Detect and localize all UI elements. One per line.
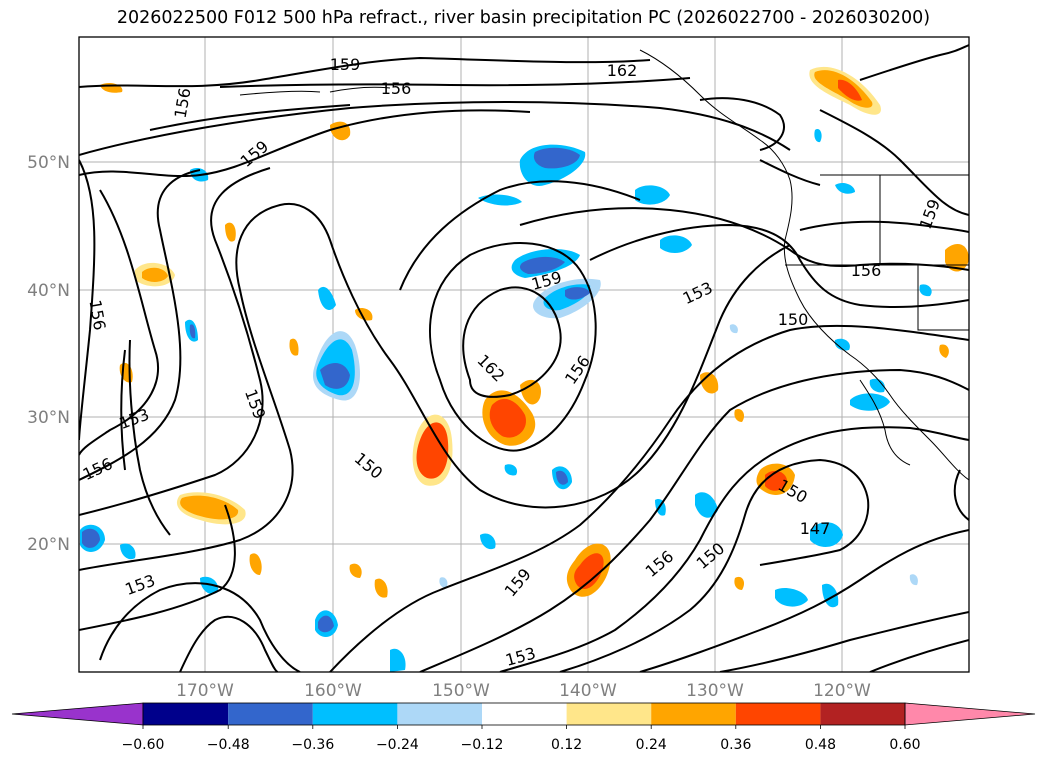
contour-label: 156 bbox=[851, 261, 882, 280]
contour-label: 153 bbox=[680, 278, 716, 308]
contour-label: 162 bbox=[607, 61, 638, 80]
colorbar-segment bbox=[651, 703, 736, 725]
colorbar-segment bbox=[312, 703, 398, 725]
colorbar-tick-label: −0.24 bbox=[376, 737, 419, 753]
coastlines bbox=[239, 49, 969, 481]
contour-label: 147 bbox=[800, 519, 831, 538]
map-frame bbox=[78, 36, 970, 673]
colorbar-segment bbox=[143, 703, 229, 725]
lat-tick-label: 30°N bbox=[27, 408, 70, 428]
contour-label: 156 bbox=[171, 86, 195, 119]
lon-tick-label: 120°W bbox=[813, 681, 871, 701]
contour-label: 153 bbox=[503, 644, 537, 670]
colorbar-segment bbox=[735, 703, 821, 725]
colorbar-tick-label: 0.12 bbox=[551, 737, 582, 753]
contour-label: 159 bbox=[916, 197, 944, 232]
lon-axis: 170°W 160°W 150°W 140°W 130°W 120°W bbox=[176, 681, 871, 701]
lat-axis: 50°N 40°N 30°N 20°N bbox=[27, 153, 70, 555]
colorbar-tick-label: −0.12 bbox=[461, 737, 504, 753]
contour-label: 159 bbox=[241, 387, 269, 422]
map-plot-area bbox=[79, 37, 969, 672]
lon-tick-label: 130°W bbox=[686, 681, 744, 701]
colorbar-tick-label: −0.60 bbox=[122, 737, 165, 753]
contour-label: 150 bbox=[351, 449, 387, 483]
lon-tick-label: 160°W bbox=[304, 681, 362, 701]
colorbar-segment bbox=[482, 703, 567, 725]
lon-tick-label: 170°W bbox=[176, 681, 234, 701]
lon-tick-label: 140°W bbox=[559, 681, 617, 701]
contour-label: 159 bbox=[501, 565, 535, 601]
colorbar-tick-label: −0.48 bbox=[207, 737, 250, 753]
contour-label: 159 bbox=[237, 137, 273, 171]
contour-label: 162 bbox=[473, 351, 508, 386]
lon-tick-label: 150°W bbox=[432, 681, 490, 701]
colorbar-extend-min bbox=[11, 702, 144, 726]
colorbar-tick-label: 0.60 bbox=[889, 737, 920, 753]
colorbar-segment bbox=[820, 703, 905, 725]
contour-label: 156 bbox=[642, 547, 678, 581]
colorbar-segment bbox=[397, 703, 482, 725]
contour-label: 156 bbox=[381, 79, 412, 98]
lat-tick-label: 50°N bbox=[27, 153, 70, 173]
refractivity-contours bbox=[79, 44, 969, 672]
colorbar-segment bbox=[228, 703, 313, 725]
colorbar-tick-label: 0.36 bbox=[720, 737, 751, 753]
colorbar-segment bbox=[566, 703, 652, 725]
colorbar-tick-label: 0.48 bbox=[805, 737, 836, 753]
chart-title: 2026022500 F012 500 hPa refract., river … bbox=[116, 8, 931, 28]
colorbar-tick-label: 0.24 bbox=[636, 737, 667, 753]
contour-label: 156 bbox=[80, 454, 116, 484]
colorbar: −0.60 −0.48 −0.36 −0.24 −0.12 0.12 0.24 … bbox=[11, 702, 1036, 753]
contour-label: 156 bbox=[85, 298, 109, 331]
contour-label: 159 bbox=[330, 55, 361, 74]
lat-tick-label: 40°N bbox=[27, 281, 70, 301]
contour-label: 150 bbox=[778, 310, 809, 329]
colorbar-tick-label: −0.36 bbox=[291, 737, 334, 753]
lat-tick-label: 20°N bbox=[27, 535, 70, 555]
colorbar-extend-max bbox=[904, 702, 1036, 726]
contour-label: 156 bbox=[561, 352, 594, 388]
